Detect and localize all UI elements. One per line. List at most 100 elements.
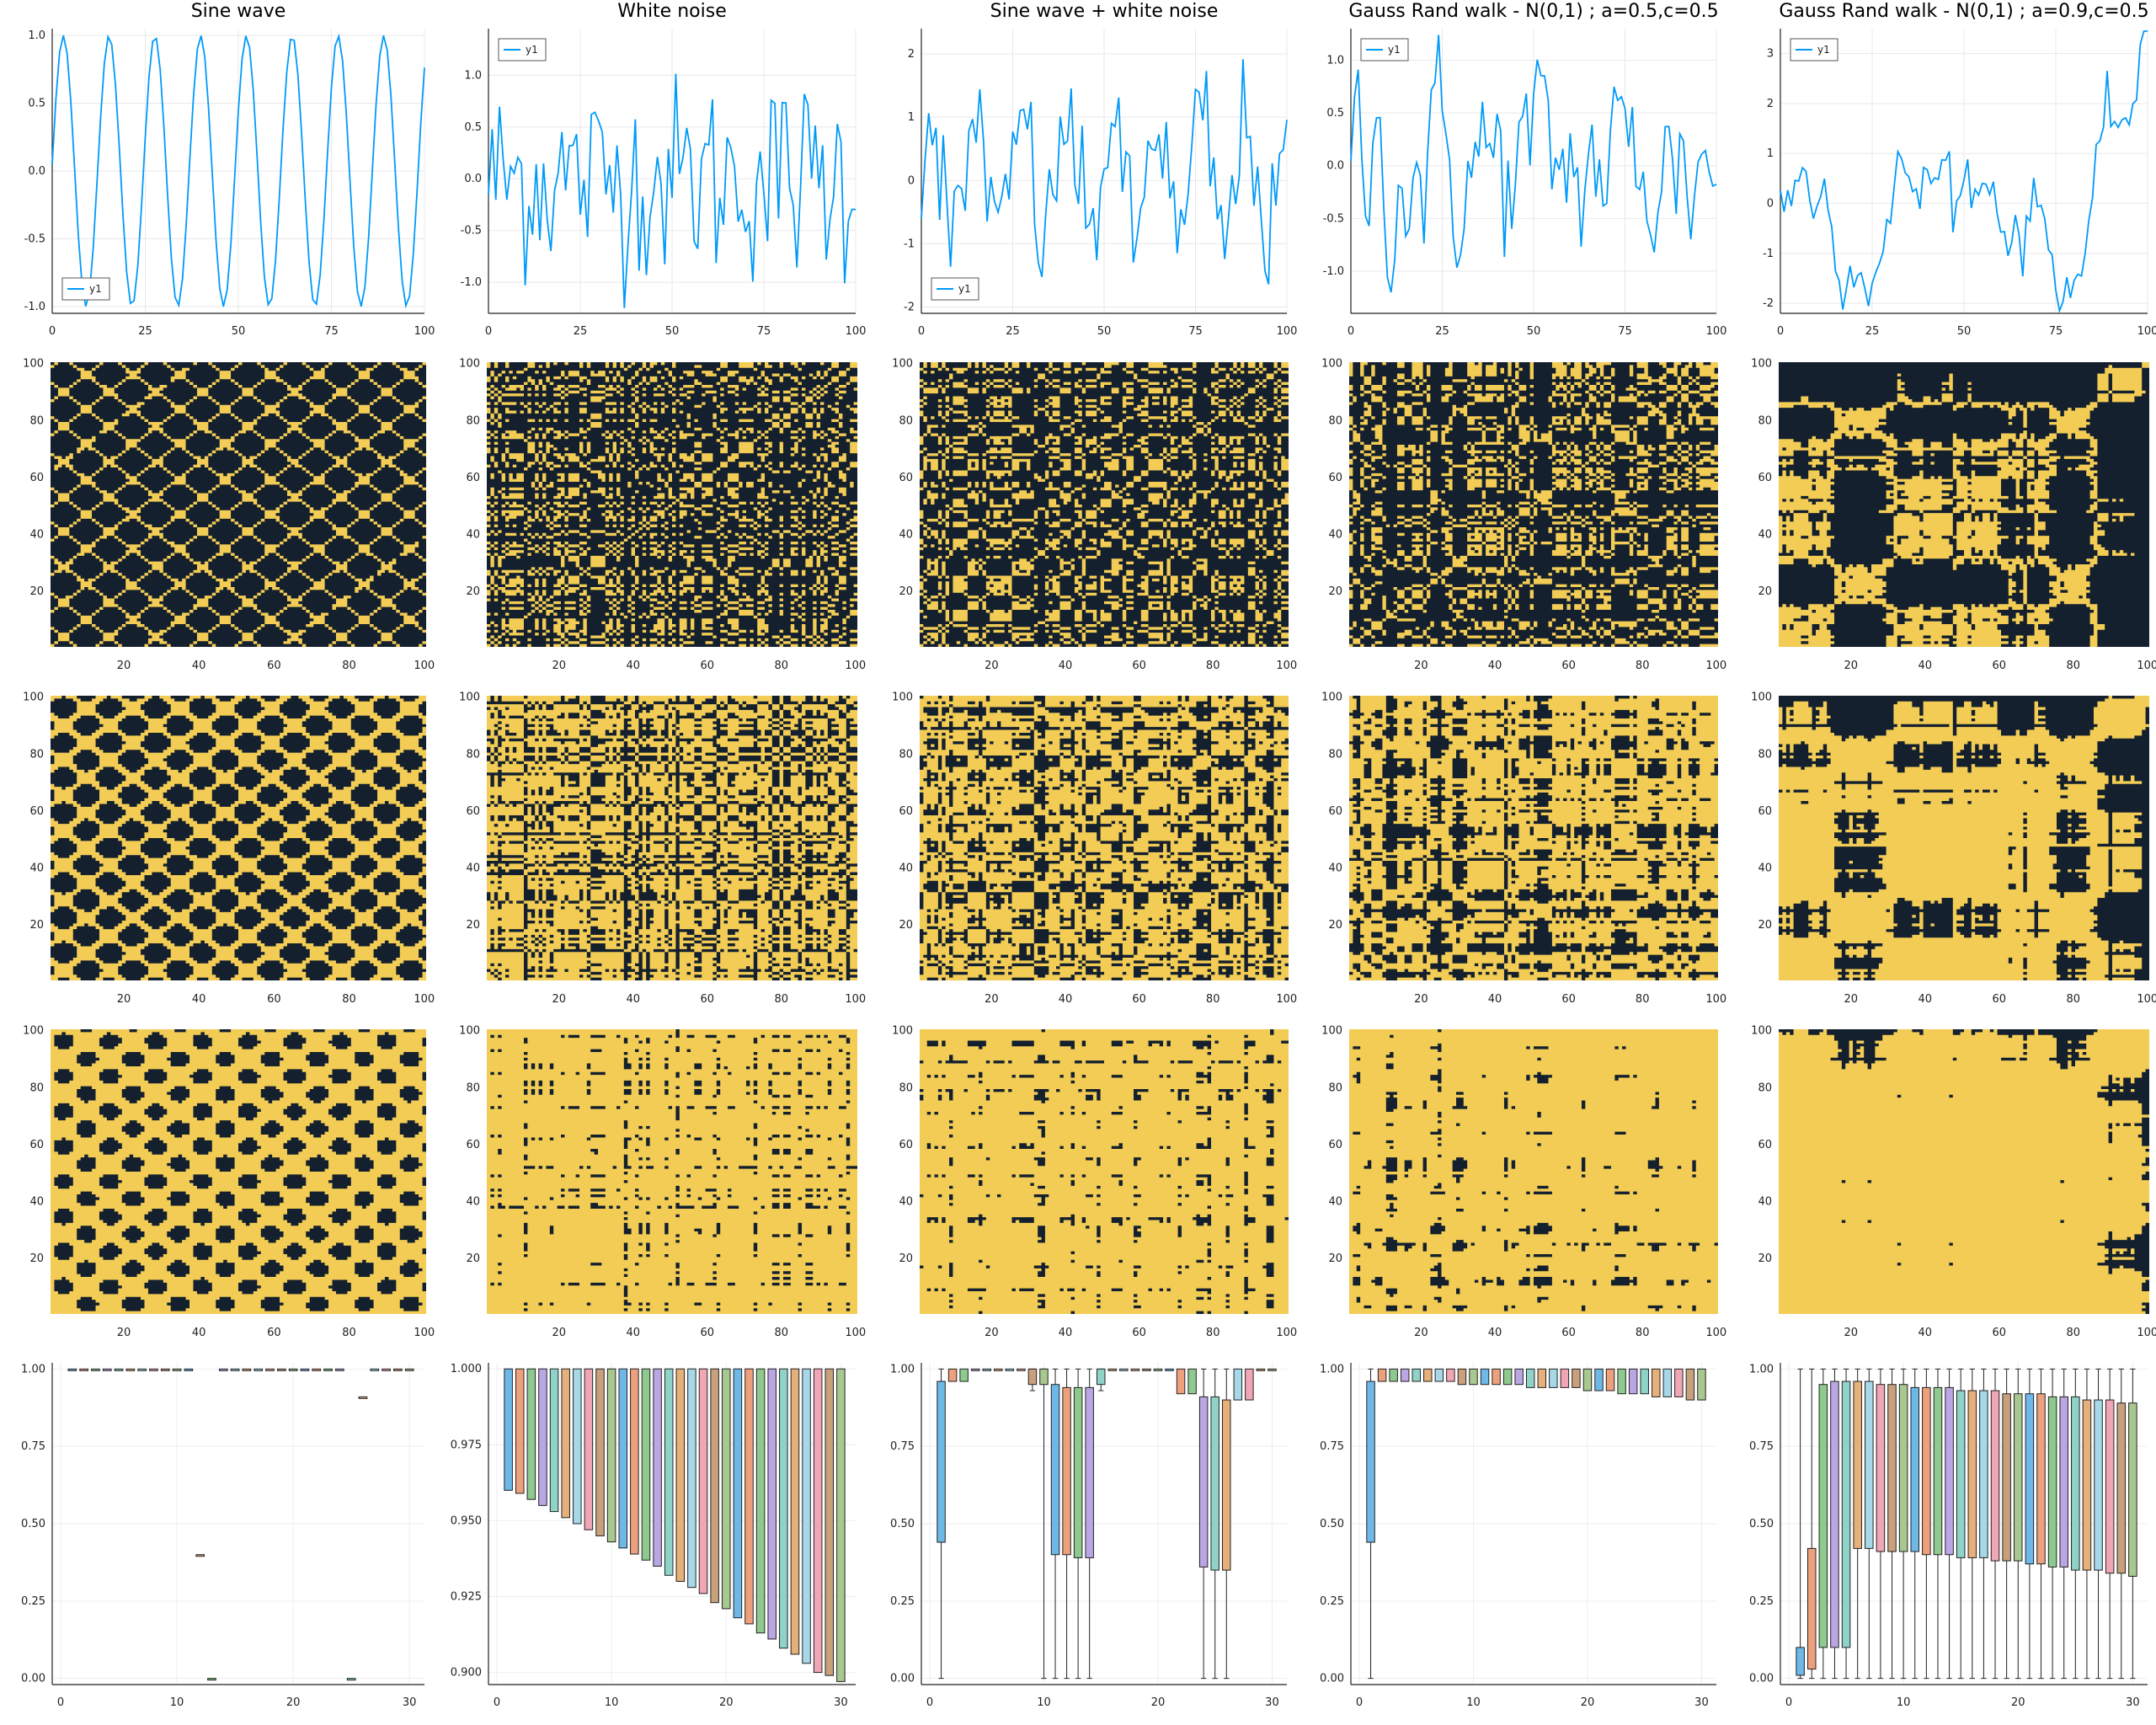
y-tick-label: 80 [899, 1081, 913, 1094]
y-tick-label: 60 [899, 1139, 913, 1151]
recurrence-plot-r4-c2: 20 20 40 40 60 60 80 80 100 100 [459, 1025, 866, 1339]
box-22 [1176, 1368, 1186, 1395]
x-tick-label: 10 [1466, 1696, 1481, 1709]
box-4 [970, 1368, 980, 1371]
box-13 [207, 1678, 216, 1681]
box-21 [300, 1368, 310, 1371]
box-11 [1050, 1368, 1060, 1680]
recurrence-plot-r2-c2: 20 20 40 40 60 60 80 80 100 100 [459, 358, 866, 672]
box-body [358, 1396, 368, 1399]
legend: y1 [61, 277, 110, 301]
box-18 [1560, 1368, 1570, 1388]
box-21 [1165, 1368, 1174, 1371]
box-19 [2002, 1368, 2011, 1680]
line-chart-3: 0 25 50 75 100 -2 -1 0 1 2 Sine wave + white noise… [904, 1, 1297, 338]
x-tick-label: 75 [1188, 325, 1203, 338]
box-26 [790, 1368, 800, 1655]
box-body [1560, 1368, 1570, 1388]
box-10 [1469, 1368, 1478, 1386]
box-body [346, 1678, 356, 1681]
y-tick-label: 80 [1758, 414, 1772, 427]
box-17 [687, 1368, 696, 1589]
x-tick-label: 80 [342, 660, 356, 672]
x-tick-label: 50 [1097, 325, 1112, 338]
y-tick-label: -2 [1763, 297, 1774, 310]
box-body [1876, 1384, 1886, 1552]
x-tick-label: 40 [192, 993, 206, 1006]
x-tick-label: 20 [1581, 1696, 1595, 1709]
box-2 [1377, 1368, 1387, 1382]
y-tick-label: 100 [1321, 692, 1342, 704]
box-5 [1841, 1368, 1851, 1680]
y-tick-label: 0.5 [1326, 107, 1344, 120]
box-body [370, 1368, 380, 1371]
box-body [323, 1368, 333, 1371]
box-17 [253, 1368, 264, 1371]
y-tick-label: 40 [1328, 1195, 1342, 1208]
y-tick-label: 40 [1328, 528, 1342, 541]
box-3 [959, 1368, 969, 1382]
y-tick-label: 100 [1751, 692, 1772, 704]
heatmap-cells [1779, 362, 2149, 647]
series-line [1780, 30, 2148, 314]
legend-label: y1 [89, 283, 102, 295]
x-tick-label: 40 [1919, 993, 1933, 1006]
x-tick-label: 0 [49, 325, 56, 338]
box-body [2025, 1393, 2035, 1565]
box-6 [1853, 1368, 1862, 1680]
box-body [526, 1368, 536, 1500]
box-23 [1187, 1368, 1197, 1395]
box-body [218, 1368, 228, 1371]
y-tick-label: 0.75 [1749, 1440, 1774, 1453]
box-21 [2025, 1368, 2035, 1680]
y-tick-label: 100 [892, 1025, 913, 1038]
y-tick-label: 60 [466, 472, 480, 484]
box-16 [1967, 1368, 1977, 1680]
x-tick-label: 20 [117, 993, 131, 1006]
box-body [160, 1368, 170, 1371]
box-body [1841, 1381, 1851, 1648]
x-tick-label: 60 [1561, 1327, 1576, 1339]
x-tick-label: 100 [2137, 325, 2156, 338]
y-tick-label: -2 [904, 301, 915, 313]
y-tick-label: 60 [1758, 472, 1772, 484]
box-body [1514, 1368, 1524, 1386]
x-tick-label: 100 [1705, 1327, 1726, 1339]
box-body [1502, 1368, 1513, 1386]
y-tick-label: -1.0 [461, 276, 482, 289]
x-tick-label: 20 [985, 993, 999, 1006]
box-29 [2116, 1368, 2127, 1680]
box-15 [1096, 1368, 1106, 1391]
box-14 [653, 1368, 662, 1567]
box-10 [1039, 1368, 1049, 1680]
box-9 [1457, 1368, 1467, 1386]
box-plot-5: 0 10 20 30 0.00 0.25 0.50 0.75 1.00 [1749, 1363, 2148, 1709]
x-tick-label: 80 [775, 660, 789, 672]
box-body [1039, 1368, 1049, 1386]
x-tick-label: 20 [1414, 1327, 1428, 1339]
box-body [630, 1368, 639, 1555]
box-body [1990, 1390, 2000, 1562]
box-16 [1107, 1368, 1118, 1371]
y-tick-label: 0.0 [1326, 160, 1344, 173]
box-22 [312, 1368, 322, 1371]
box-13 [1933, 1368, 1943, 1680]
box-body [1933, 1386, 1943, 1556]
box-body [1594, 1368, 1604, 1391]
y-tick-label: 80 [1328, 414, 1342, 427]
x-tick-label: 40 [1488, 660, 1502, 672]
x-tick-label: 100 [1276, 1327, 1297, 1339]
box-body [1628, 1368, 1638, 1395]
x-tick-label: 25 [138, 325, 152, 338]
y-tick-label: 2 [908, 48, 915, 61]
y-tick-label: 40 [899, 1195, 913, 1208]
x-tick-label: 20 [2011, 1696, 2025, 1709]
box-body [802, 1368, 811, 1664]
box-body [2071, 1396, 2080, 1571]
y-tick-label: 40 [29, 862, 44, 874]
box-19 [710, 1368, 719, 1604]
box-body [2105, 1399, 2115, 1574]
box-body [1176, 1368, 1186, 1395]
y-tick-label: 100 [1321, 358, 1342, 371]
x-tick-label: 100 [1705, 660, 1726, 672]
